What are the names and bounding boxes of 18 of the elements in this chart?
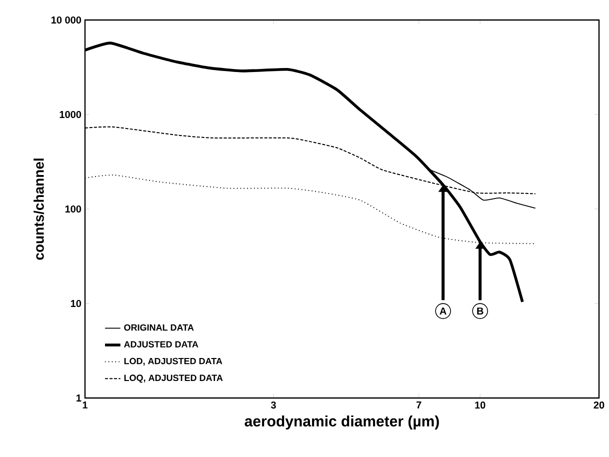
y-axis-title: counts/channel [34,158,44,260]
annotation: B [477,308,484,314]
x-tick-label: 7 [416,402,422,408]
annotation: A [440,308,446,314]
y-tick-label: 10 000 [52,16,82,24]
y-tick-label: 10 [70,300,82,308]
x-tick-label: 10 [475,402,486,409]
y-tick-label: 1000 [60,110,82,118]
legend-label: LOQ, ADJUSTED DATA [124,374,223,383]
x-axis-title: aerodynamic diameter (µm) [244,415,439,430]
legend-label: LOD, ADJUSTED DATA [124,358,222,366]
x-tick-label: 3 [270,402,276,409]
x-tick-label: 20 [594,402,604,409]
legend-label: ORIGINAL DATA [124,324,194,331]
legend-label: ADJUSTED DATA [124,341,198,348]
y-tick-label: 1 [76,394,82,402]
x-tick-label: 1 [82,402,88,408]
y-tick-label: 100 [65,205,82,213]
